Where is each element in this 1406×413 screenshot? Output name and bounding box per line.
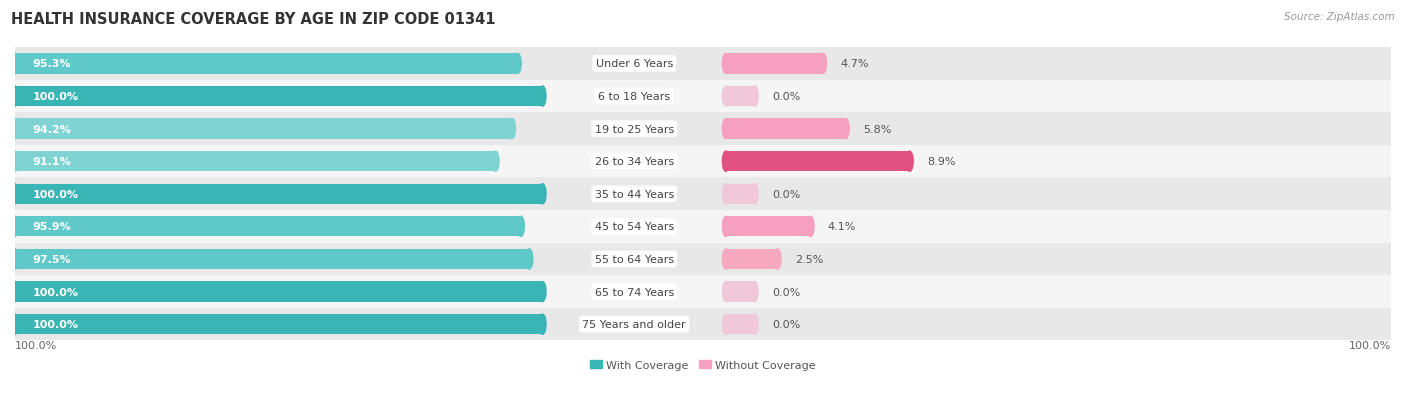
Circle shape — [723, 249, 730, 269]
Text: 19 to 25 Years: 19 to 25 Years — [595, 124, 673, 134]
Circle shape — [11, 249, 18, 269]
Circle shape — [538, 314, 546, 335]
Bar — [15, 275, 1391, 308]
Text: 0.0%: 0.0% — [772, 92, 800, 102]
Bar — [15, 243, 1391, 275]
Bar — [15, 145, 1391, 178]
Circle shape — [517, 217, 524, 237]
Bar — [725, 314, 755, 335]
Bar — [725, 87, 755, 107]
Bar — [15, 87, 543, 107]
Circle shape — [492, 152, 499, 172]
Text: 6 to 18 Years: 6 to 18 Years — [598, 92, 671, 102]
Text: 75 Years and older: 75 Years and older — [582, 319, 686, 330]
Circle shape — [11, 217, 18, 237]
Circle shape — [723, 54, 730, 74]
Circle shape — [807, 217, 814, 237]
Circle shape — [905, 152, 912, 172]
Circle shape — [11, 314, 18, 335]
Circle shape — [723, 282, 730, 302]
Text: 95.3%: 95.3% — [32, 59, 70, 69]
Text: 0.0%: 0.0% — [772, 319, 800, 330]
Circle shape — [820, 54, 827, 74]
Bar — [15, 113, 1391, 145]
Circle shape — [751, 87, 758, 107]
Text: Under 6 Years: Under 6 Years — [596, 59, 673, 69]
Text: 100.0%: 100.0% — [32, 287, 79, 297]
Bar — [15, 249, 529, 269]
Bar — [725, 152, 910, 172]
Text: 100.0%: 100.0% — [15, 341, 58, 351]
Bar — [15, 152, 495, 172]
Text: 95.9%: 95.9% — [32, 222, 70, 232]
Circle shape — [11, 184, 18, 204]
Text: 26 to 34 Years: 26 to 34 Years — [595, 157, 673, 167]
Bar — [15, 282, 543, 302]
Bar — [725, 282, 755, 302]
Circle shape — [11, 54, 18, 74]
Circle shape — [723, 184, 730, 204]
Text: 0.0%: 0.0% — [772, 189, 800, 199]
Circle shape — [751, 184, 758, 204]
Bar — [15, 48, 1391, 81]
Circle shape — [723, 314, 730, 335]
Circle shape — [751, 282, 758, 302]
Text: 45 to 54 Years: 45 to 54 Years — [595, 222, 673, 232]
Bar — [725, 119, 845, 139]
Text: 8.9%: 8.9% — [927, 157, 955, 167]
Bar — [15, 178, 1391, 211]
Text: 2.5%: 2.5% — [794, 254, 823, 264]
Circle shape — [11, 119, 18, 139]
Circle shape — [723, 217, 730, 237]
Legend: With Coverage, Without Coverage: With Coverage, Without Coverage — [591, 360, 815, 370]
Circle shape — [11, 282, 18, 302]
Circle shape — [773, 249, 782, 269]
Circle shape — [538, 184, 546, 204]
Text: 94.2%: 94.2% — [32, 124, 72, 134]
Text: 4.7%: 4.7% — [841, 59, 869, 69]
Text: 100.0%: 100.0% — [32, 189, 79, 199]
Circle shape — [11, 152, 18, 172]
Bar — [15, 81, 1391, 113]
Bar — [725, 217, 810, 237]
Bar — [725, 249, 778, 269]
Circle shape — [538, 282, 546, 302]
Text: 91.1%: 91.1% — [32, 157, 70, 167]
Text: HEALTH INSURANCE COVERAGE BY AGE IN ZIP CODE 01341: HEALTH INSURANCE COVERAGE BY AGE IN ZIP … — [11, 12, 496, 27]
Text: Source: ZipAtlas.com: Source: ZipAtlas.com — [1284, 12, 1395, 22]
Bar — [725, 184, 755, 204]
Circle shape — [538, 87, 546, 107]
Circle shape — [526, 249, 533, 269]
Circle shape — [509, 119, 516, 139]
Text: 55 to 64 Years: 55 to 64 Years — [595, 254, 673, 264]
Bar — [725, 54, 823, 74]
Text: 5.8%: 5.8% — [863, 124, 891, 134]
Bar — [15, 217, 520, 237]
Text: 100.0%: 100.0% — [32, 92, 79, 102]
Bar — [15, 184, 543, 204]
Text: 4.1%: 4.1% — [828, 222, 856, 232]
Text: 65 to 74 Years: 65 to 74 Years — [595, 287, 673, 297]
Circle shape — [515, 54, 522, 74]
Circle shape — [11, 87, 18, 107]
Circle shape — [842, 119, 849, 139]
Bar — [15, 54, 517, 74]
Circle shape — [723, 119, 730, 139]
Text: 100.0%: 100.0% — [1348, 341, 1391, 351]
Circle shape — [751, 314, 758, 335]
Circle shape — [723, 152, 730, 172]
Bar — [15, 119, 512, 139]
Text: 0.0%: 0.0% — [772, 287, 800, 297]
Circle shape — [723, 87, 730, 107]
Bar — [15, 211, 1391, 243]
Text: 100.0%: 100.0% — [32, 319, 79, 330]
Text: 35 to 44 Years: 35 to 44 Years — [595, 189, 673, 199]
Bar — [15, 314, 543, 335]
Bar — [15, 308, 1391, 341]
Text: 97.5%: 97.5% — [32, 254, 70, 264]
